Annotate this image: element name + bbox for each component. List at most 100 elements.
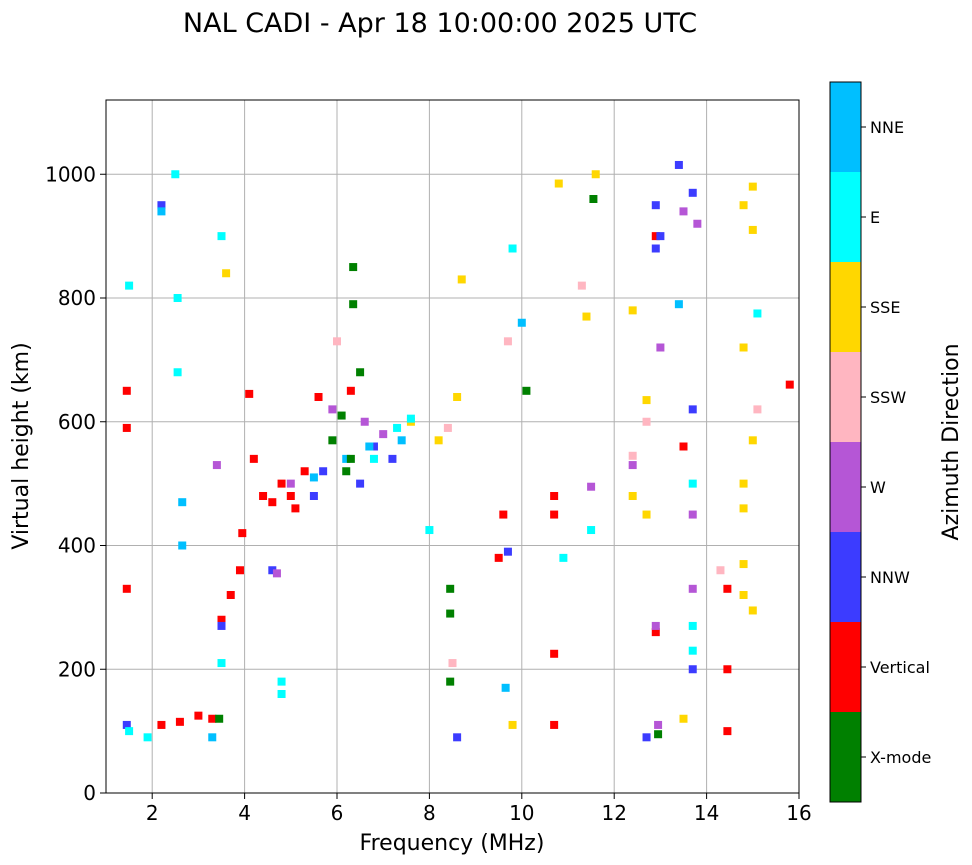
data-point (628, 451, 637, 460)
colorbar-segment (830, 532, 861, 622)
data-point (587, 526, 596, 535)
data-point (272, 569, 281, 578)
data-point (157, 201, 166, 210)
data-point (277, 479, 286, 488)
data-point (503, 337, 512, 346)
data-point (522, 386, 531, 395)
data-point (674, 160, 683, 169)
data-marks (122, 160, 794, 742)
data-point (753, 405, 762, 414)
data-point (642, 417, 651, 426)
data-point (360, 417, 369, 426)
data-point (550, 510, 559, 519)
colorbar-segment (830, 622, 861, 712)
data-point (499, 510, 508, 519)
y-tick-label: 800 (58, 286, 96, 310)
data-point (446, 584, 455, 593)
data-point (508, 720, 517, 729)
data-point (173, 368, 182, 377)
data-point (554, 179, 563, 188)
data-point (157, 207, 166, 216)
data-point (589, 195, 598, 203)
x-tick-label: 8 (423, 801, 436, 825)
data-point (173, 294, 182, 302)
data-point (739, 343, 748, 352)
data-point (693, 219, 702, 228)
data-point (346, 454, 355, 463)
data-point (651, 232, 660, 241)
data-point (453, 393, 462, 401)
y-tick-label: 600 (58, 410, 96, 434)
data-point (171, 170, 180, 179)
data-point (642, 510, 651, 519)
data-point (319, 467, 328, 476)
y-tick-label: 0 (83, 781, 96, 805)
data-point (448, 659, 457, 668)
data-point (654, 720, 663, 729)
data-point (397, 436, 406, 445)
y-tick-label: 1000 (45, 162, 96, 186)
data-point (268, 566, 277, 575)
data-point (215, 714, 224, 723)
colorbar: X-mode Vertical NNW W SSW SSE E NNE (829, 81, 931, 803)
data-point (739, 201, 748, 210)
data-point (356, 368, 365, 377)
data-point (753, 309, 762, 318)
colorbar-segment (830, 352, 861, 442)
data-point (494, 553, 503, 562)
data-point (446, 677, 455, 686)
series-nne (157, 207, 683, 742)
data-point (300, 467, 309, 476)
x-tick-label: 16 (786, 801, 811, 825)
data-point (723, 584, 732, 593)
data-point (122, 386, 131, 395)
data-point (125, 727, 134, 736)
data-point (328, 436, 337, 445)
data-point (249, 454, 258, 463)
data-point (222, 269, 231, 278)
data-point (314, 393, 323, 401)
data-point (178, 498, 187, 507)
data-point (122, 720, 131, 729)
data-point (651, 201, 660, 210)
data-point (642, 733, 651, 742)
x-tick-label: 2 (146, 801, 159, 825)
data-point (577, 281, 586, 290)
data-point (739, 504, 748, 513)
colorbar-label: Azimuth Direction (939, 343, 964, 540)
data-point (217, 621, 226, 630)
data-point (688, 621, 697, 630)
data-point (356, 479, 365, 488)
plot-area (106, 100, 799, 793)
colorbar-frame (829, 81, 862, 803)
data-point (388, 454, 397, 463)
data-point (654, 730, 663, 739)
data-point (642, 396, 651, 405)
data-point (342, 467, 351, 476)
chart-title: NAL CADI - Apr 18 10:00:00 2025 UTC (183, 8, 697, 39)
data-point (291, 504, 300, 513)
data-point (503, 547, 512, 556)
data-point (309, 473, 318, 482)
data-point (688, 646, 697, 655)
data-point (286, 479, 295, 488)
data-point (651, 244, 660, 253)
data-point (446, 609, 455, 618)
data-point (178, 541, 187, 550)
data-point (238, 529, 247, 538)
colorbar-tick-label: SSW (870, 388, 906, 407)
data-point (550, 649, 559, 658)
data-point (194, 711, 203, 720)
data-point (550, 720, 559, 729)
data-point (628, 461, 637, 470)
data-point (679, 207, 688, 216)
data-point (365, 442, 374, 451)
x-axis-ticks: 2 4 6 8 10 12 14 16 (146, 793, 812, 825)
series-vertical (122, 232, 794, 736)
data-point (550, 492, 559, 500)
data-point (739, 479, 748, 488)
colorbar-tick-label: Vertical (870, 658, 930, 677)
x-tick-label: 4 (238, 801, 251, 825)
data-point (245, 389, 254, 398)
